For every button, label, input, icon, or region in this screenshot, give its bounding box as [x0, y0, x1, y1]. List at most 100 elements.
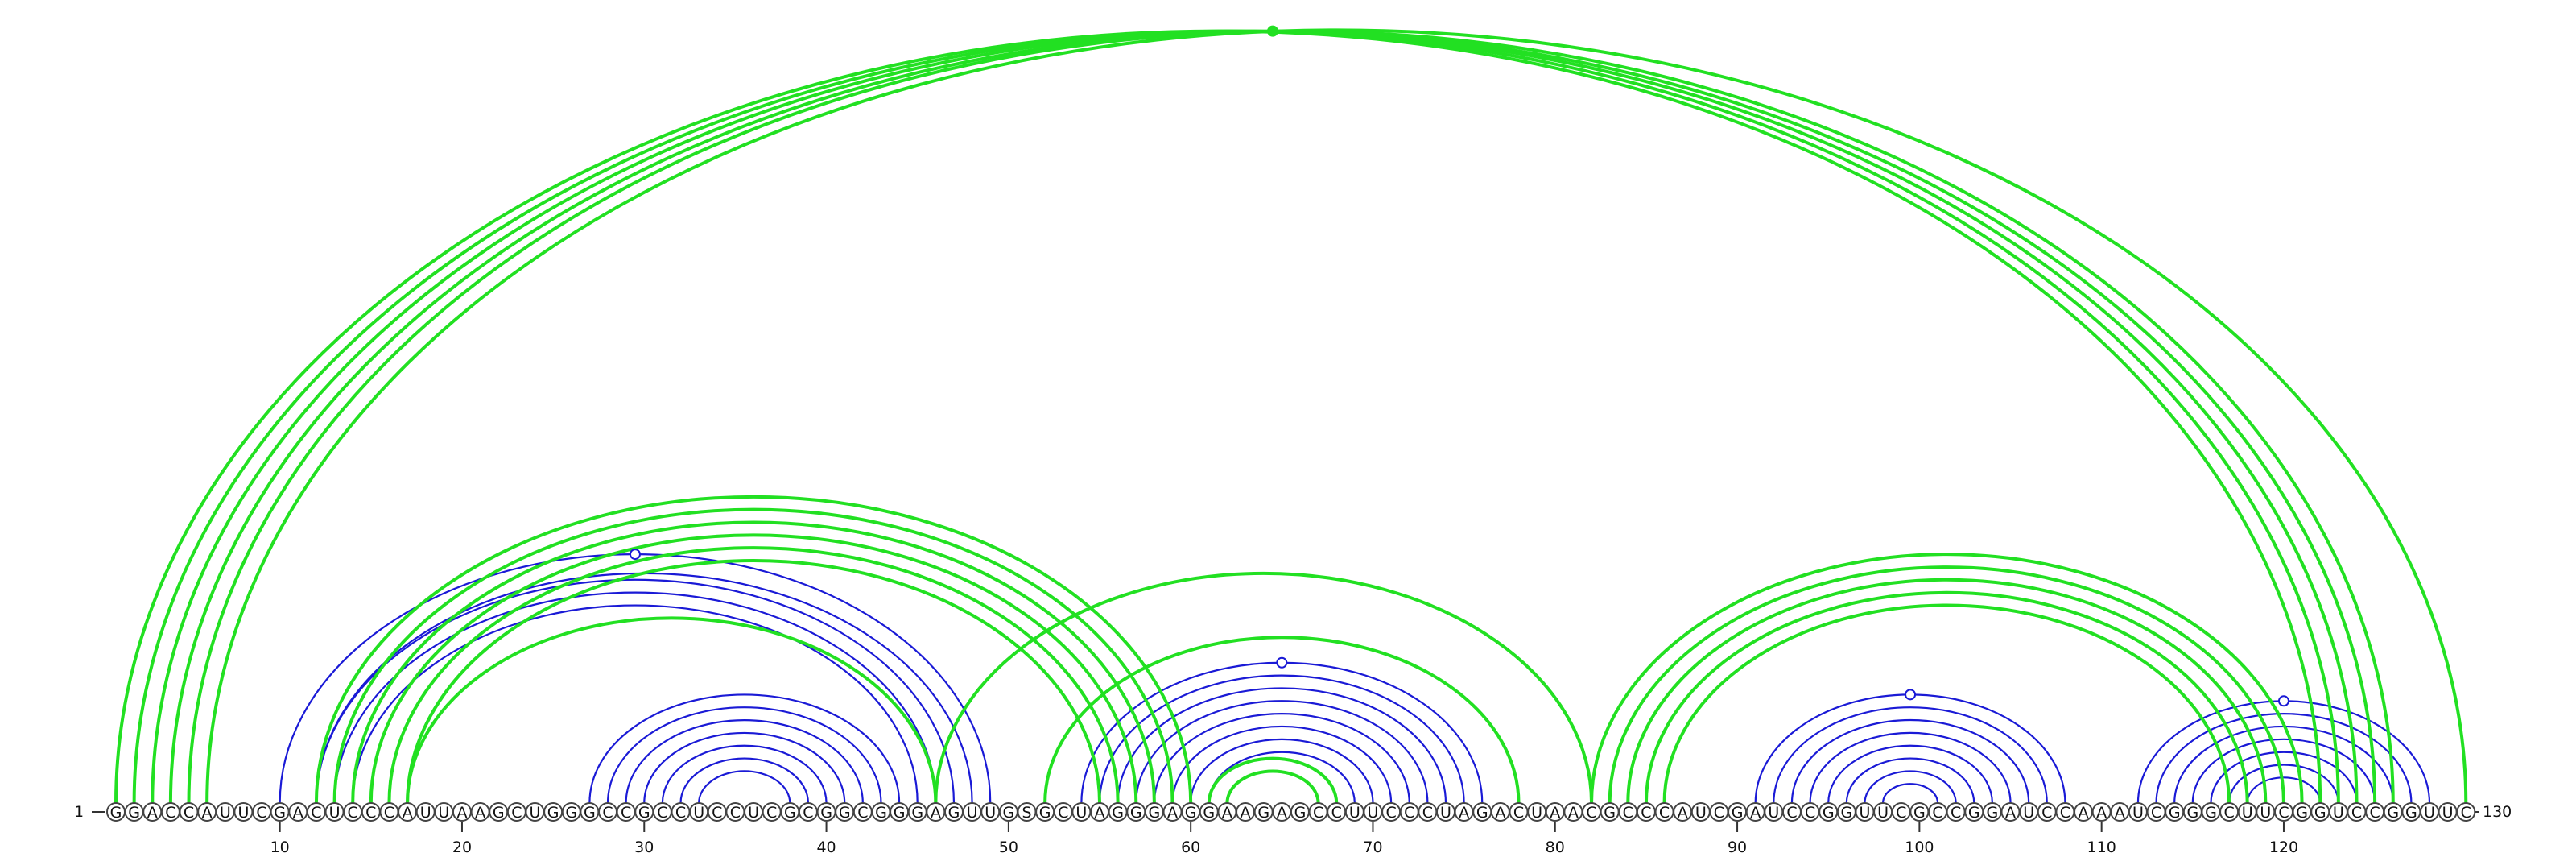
nucleotide-letter: G — [820, 804, 832, 822]
nucleotide: C — [1399, 802, 1419, 822]
nucleotide-letter: A — [1750, 804, 1761, 822]
nucleotide: A — [926, 802, 946, 822]
nucleotide-letter: G — [1913, 804, 1926, 822]
tick-label: 50 — [999, 838, 1018, 856]
nucleotide: G — [816, 802, 836, 822]
green-pair-arc — [369, 533, 1138, 804]
nucleotide: U — [1435, 802, 1455, 822]
tick-label: 120 — [2269, 838, 2298, 856]
nucleotide-letter: C — [857, 804, 868, 822]
nucleotide-letter: C — [1513, 804, 1524, 822]
nucleotide: G — [780, 802, 800, 822]
nucleotide: S — [1017, 802, 1037, 822]
nucleotide-letter: U — [967, 804, 978, 822]
nucleotide: C — [2365, 802, 2385, 822]
nucleotide-letter: U — [530, 804, 541, 822]
green-pair-arc — [1225, 769, 1320, 804]
nucleotide-letter: C — [1623, 804, 1633, 822]
nucleotide-letter: C — [1313, 804, 1323, 822]
nucleotide-letter: C — [1659, 804, 1670, 822]
nucleotide-letter: C — [1932, 804, 1942, 822]
green-apex-marker — [1267, 25, 1279, 37]
nucleotide-letter: C — [657, 804, 667, 822]
nucleotide: G — [580, 802, 600, 822]
nucleotide: U — [2438, 802, 2458, 822]
tick-label: 80 — [1546, 838, 1565, 856]
blue-pair-arc — [1827, 744, 1993, 804]
blue-pair-arc — [1171, 725, 1393, 804]
blue-pair-arc — [1882, 783, 1939, 804]
nucleotide: G — [998, 802, 1018, 822]
nucleotide-letter: A — [1678, 804, 1688, 822]
blue-apex-marker — [1276, 656, 1288, 669]
blue-pair-arc — [588, 693, 901, 804]
nucleotide-letter: G — [1476, 804, 1488, 822]
nucleotide-letter: G — [839, 804, 851, 822]
nucleotide-circle — [2456, 802, 2476, 822]
blue-pair-arc — [315, 578, 956, 804]
green-pair-arc — [332, 507, 1174, 804]
nucleotide: G — [270, 802, 290, 822]
nucleotide-letter: A — [1495, 804, 1505, 822]
nucleotide-letter: G — [493, 804, 505, 822]
green-pair-arc — [1662, 603, 2231, 804]
nucleotide-letter: C — [803, 804, 813, 822]
nucleotide: U — [2019, 802, 2039, 822]
nucleotide: C — [343, 802, 363, 822]
nucleotide: A — [398, 802, 418, 822]
nucleotide-letter: G — [2296, 804, 2308, 822]
nucleotide: U — [689, 802, 709, 822]
nucleotide-letter: G — [1604, 804, 1616, 822]
tick-label: 110 — [2087, 838, 2116, 856]
nucleotide-letter: C — [1805, 804, 1815, 822]
nucleotide: A — [1272, 802, 1292, 822]
nucleotide-letter: C — [311, 804, 321, 822]
nucleotide: U — [525, 802, 545, 822]
green-pair-arc — [1644, 590, 2249, 804]
nucleotide-letter: C — [1385, 804, 1396, 822]
green-pair-arc — [387, 546, 1120, 804]
nucleotide: C — [2273, 802, 2293, 822]
nucleotide: C — [1582, 802, 1602, 822]
nucleotide: G — [543, 802, 564, 822]
nucleotide-letter: U — [2242, 804, 2253, 822]
nucleotide-letter: A — [931, 804, 941, 822]
nucleotide: C — [1800, 802, 1820, 822]
blue-pair-arc — [333, 591, 937, 804]
nucleotide: C — [1308, 802, 1328, 822]
nucleotide: C — [1509, 802, 1529, 822]
nucleotide: A — [288, 802, 308, 822]
nucleotide-letter: G — [2169, 804, 2181, 822]
nucleotide-letter: A — [1568, 804, 1579, 822]
nucleotide: A — [1090, 802, 1110, 822]
blue-pair-arc — [679, 757, 810, 804]
nucleotide: A — [1490, 802, 1510, 822]
nucleotide-letter: C — [1951, 804, 1961, 822]
green-pair-arc — [1043, 636, 1521, 804]
tick-label: 90 — [1728, 838, 1747, 856]
nucleotide: C — [1928, 802, 1947, 822]
nucleotide: U — [1764, 802, 1784, 822]
nucleotide: A — [1745, 802, 1765, 822]
nucleotide-letter: U — [1768, 804, 1779, 822]
nucleotide: U — [1690, 802, 1711, 822]
blue-pair-arc — [2210, 751, 2358, 804]
nucleotide-letter: A — [147, 804, 158, 822]
nucleotide: C — [1053, 802, 1073, 822]
nucleotide-letter: C — [2060, 804, 2070, 822]
nucleotide-letter: A — [1095, 804, 1105, 822]
nucleotide-letter: C — [2369, 804, 2380, 822]
nucleotide: G — [871, 802, 891, 822]
nucleotide-letter: C — [712, 804, 722, 822]
nucleotide-letter: G — [1130, 804, 1142, 822]
nucleotide-letter: G — [2405, 804, 2417, 822]
nucleotide-letter: A — [1167, 804, 1178, 822]
nucleotide: G — [1144, 802, 1164, 822]
nucleotide: U — [1527, 802, 1547, 822]
blue-pair-arc — [2246, 776, 2322, 804]
blue-apex-marker — [629, 549, 641, 561]
nucleotide-letter: A — [1222, 804, 1232, 822]
nucleotide: G — [1728, 802, 1748, 822]
nucleotide-letter: G — [1003, 804, 1015, 822]
